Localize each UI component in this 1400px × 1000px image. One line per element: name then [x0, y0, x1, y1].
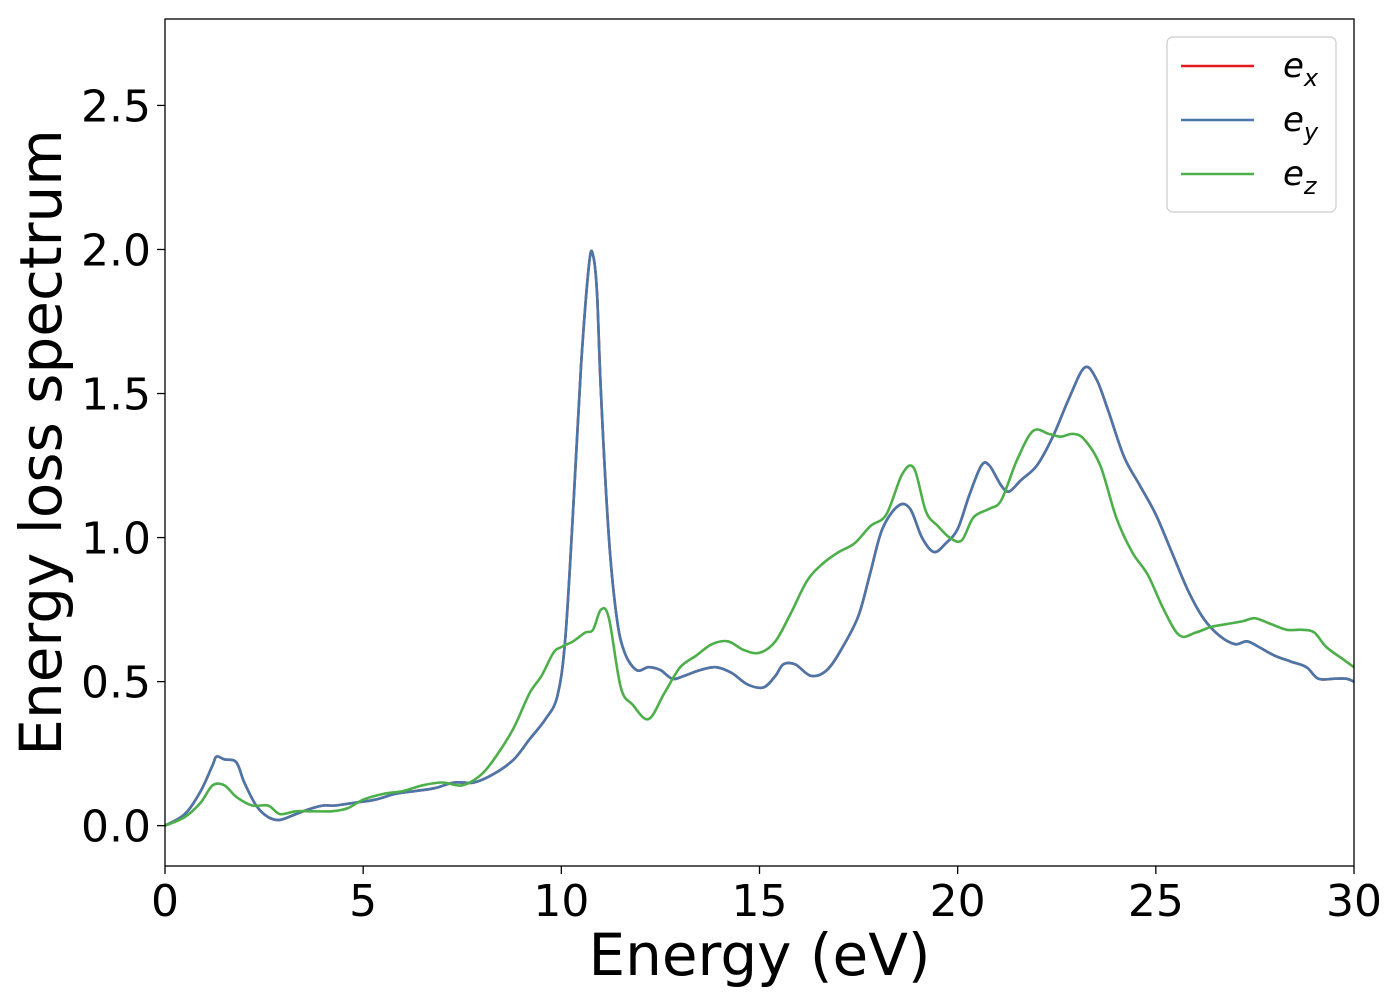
legend-label-ex: ex [1283, 46, 1319, 92]
y-tick-label: 2.0 [81, 225, 151, 276]
y-tick-label: 1.5 [81, 370, 151, 421]
x-tick-label: 30 [1326, 876, 1382, 927]
series-line-ey [164, 249, 1355, 827]
x-tick-label: 10 [533, 876, 589, 927]
legend-label-ez: ez [1283, 154, 1318, 200]
x-tick-label: 25 [1128, 876, 1184, 927]
series-line-ex [164, 249, 1355, 827]
legend-label-ey: ey [1283, 100, 1319, 146]
y-tick-label: 0.0 [81, 802, 151, 853]
series-line-ez [164, 428, 1355, 827]
x-tick-label: 0 [151, 876, 179, 927]
y-tick-label: 1.0 [81, 514, 151, 565]
x-tick-label: 15 [732, 876, 788, 927]
x-axis-title: Energy (eV) [588, 921, 930, 989]
x-tick-label: 20 [930, 876, 986, 927]
legend: ex ey ez [1166, 36, 1337, 213]
y-axis-title: Energy loss spectrum [7, 129, 75, 755]
legend-box [1166, 36, 1337, 213]
y-tick-label: 0.5 [81, 658, 151, 709]
x-tick-label: 5 [349, 876, 377, 927]
y-tick-label: 2.5 [81, 81, 151, 132]
series-layer [164, 249, 1355, 827]
ticks-layer: 0 5 10 15 20 25 30 0.0 0.5 1.0 1.5 2.0 2.5 [81, 81, 1382, 927]
